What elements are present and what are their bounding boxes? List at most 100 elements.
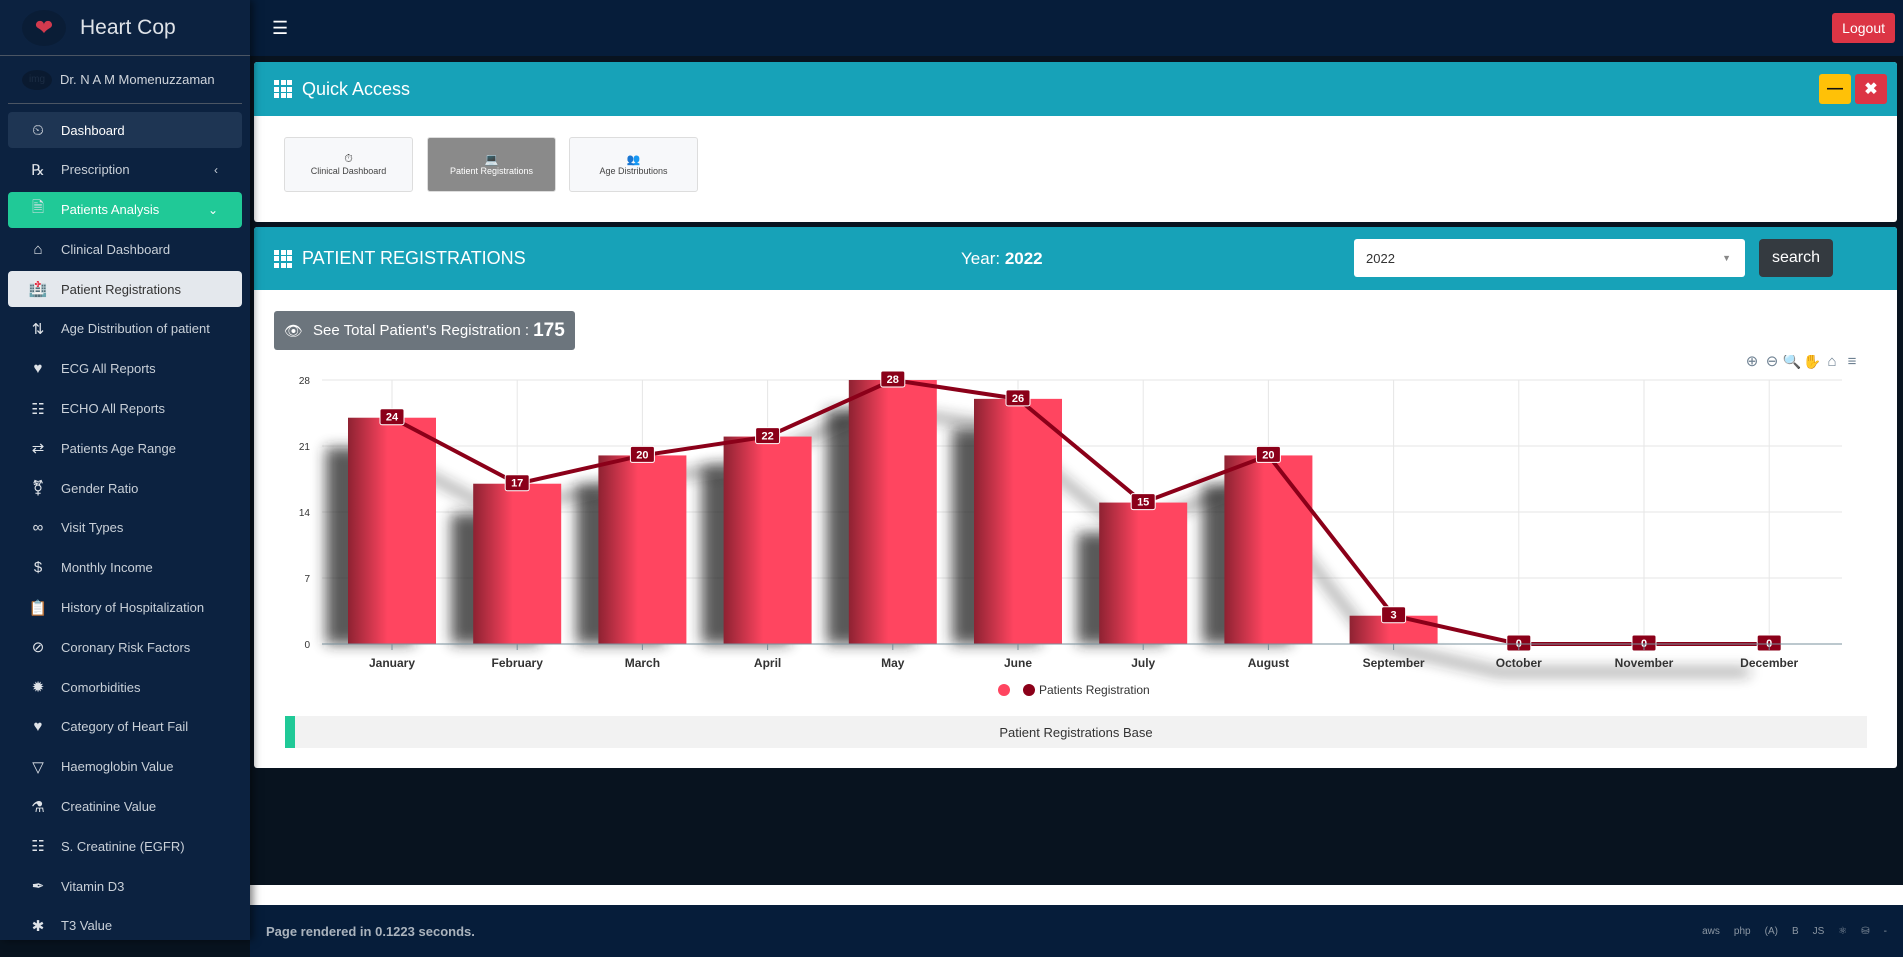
sidebar-item-s-creatinine-egfr[interactable]: ☷ S. Creatinine (EGFR): [8, 828, 242, 864]
sidebar-item-clinical-dashboard[interactable]: ⌂ Clinical Dashboard: [8, 231, 242, 267]
sidebar-item-label: Patient Registrations: [61, 281, 181, 297]
data-label-box: [1631, 634, 1657, 652]
quick-access-title: Quick Access: [302, 78, 411, 99]
sidebar: ❤ Heart Cop img Dr. N A M Momenuzzaman ⏲…: [0, 0, 250, 940]
y-tick-label: 0: [304, 640, 310, 651]
data-label: 26: [1012, 393, 1024, 405]
x-tick-label: December: [1740, 656, 1798, 670]
heartbeat-icon: ♥: [33, 718, 43, 736]
x-tick-label: November: [1615, 656, 1674, 670]
x-tick-label: February: [492, 656, 544, 670]
sidebar-item-label: Patients Analysis: [61, 202, 160, 218]
sidebar-item-label: ECG All Reports: [61, 361, 156, 377]
sidebar-item-label: Vitamin D3: [61, 878, 125, 894]
dash-text: -: [1883, 925, 1887, 937]
sidebar-item-label: Visit Types: [61, 520, 124, 536]
minimize-button[interactable]: —: [1819, 74, 1851, 104]
data-label-box: [880, 370, 906, 388]
pan-icon[interactable]: ✋: [1803, 355, 1822, 370]
total-label: See Total Patient's Registration :: [313, 322, 530, 339]
clipboard-icon: 📋: [28, 599, 48, 617]
laptop-icon: 💻: [484, 154, 499, 166]
zoom-in-icon[interactable]: ⊕: [1746, 355, 1759, 370]
menu-toggle-icon[interactable]: ☰: [272, 17, 289, 38]
content-bottom-strip: [250, 885, 1903, 905]
sidebar-item-monthly-income[interactable]: $ Monthly Income: [8, 550, 242, 586]
sidebar-item-vitamin-d3[interactable]: ✒ Vitamin D3: [8, 868, 242, 904]
heartbeat-icon: ♥: [33, 360, 43, 378]
sidebar-item-history-of-hospitalization[interactable]: 📋 History of Hospitalization: [8, 590, 242, 626]
sidebar-item-patients-analysis[interactable]: 🗎 Patients Analysis ⌄: [8, 191, 242, 228]
data-label: 22: [761, 431, 773, 443]
data-label: 24: [386, 412, 399, 424]
total-registration-button[interactable]: 👁 See Total Patient's Registration :175: [274, 311, 575, 350]
legend-marker-bar: [998, 684, 1010, 696]
data-label-box: [504, 474, 530, 492]
zoom-out-icon[interactable]: ⊖: [1766, 355, 1779, 370]
tile-patient-registrations[interactable]: 💻 Patient Registrations: [427, 137, 556, 192]
zoom-selection-icon[interactable]: 🔍: [1783, 355, 1802, 370]
sidebar-item-label: Clinical Dashboard: [61, 241, 171, 257]
tile-age-distributions[interactable]: 👥 Age Distributions: [569, 137, 698, 192]
sidebar-item-dashboard[interactable]: ⏲ Dashboard: [8, 112, 242, 148]
data-label: 3: [1391, 610, 1397, 622]
sidebar-item-haemoglobin-value[interactable]: ▽ Haemoglobin Value: [8, 749, 242, 785]
eye-icon: 👁: [284, 322, 304, 340]
database-icon: ⛁: [1861, 925, 1870, 937]
glasses-icon: ∞: [32, 519, 44, 537]
data-label-box: [1005, 389, 1031, 407]
menu-icon[interactable]: ≡: [1848, 355, 1857, 370]
sidebar-item-age-distribution-of-patient[interactable]: ⇅ Age Distribution of patient: [8, 311, 242, 347]
sidebar-item-patient-registrations[interactable]: 🏥 Patient Registrations: [8, 271, 242, 308]
virus-icon: ✹: [31, 679, 45, 697]
search-button[interactable]: search: [1759, 239, 1833, 277]
data-label-box: [629, 445, 655, 463]
dollar-icon: $: [33, 559, 43, 577]
brand[interactable]: ❤ Heart Cop: [0, 0, 250, 56]
tachometer-icon: ⏲: [32, 121, 44, 139]
sidebar-item-prescription[interactable]: ℞ Prescription ‹: [8, 152, 242, 188]
legend-marker-line: [1023, 684, 1035, 696]
legend-label: Patients Registration: [1039, 683, 1150, 697]
heart-logo: ❤: [22, 9, 66, 46]
x-tick-label: August: [1248, 656, 1289, 670]
year-display: Year: 2022: [961, 249, 1043, 269]
project-diagram-icon: ☷: [31, 400, 45, 418]
sidebar-item-echo-all-reports[interactable]: ☷ ECHO All Reports: [8, 391, 242, 427]
y-tick-label: 21: [299, 442, 311, 453]
quick-access-header: Quick Access — ✖: [254, 62, 1897, 116]
sidebar-item-creatinine-value[interactable]: ⚗ Creatinine Value: [8, 789, 242, 825]
sidebar-item-visit-types[interactable]: ∞ Visit Types: [8, 510, 242, 546]
flask-icon: ⚗: [31, 798, 45, 816]
tile-label: Patient Registrations: [449, 166, 534, 176]
footer: Page rendered in 0.1223 seconds. aws php (…: [250, 905, 1903, 957]
logout-button[interactable]: Logout: [1832, 13, 1895, 43]
x-tick-label: October: [1496, 656, 1542, 670]
data-label: 20: [636, 449, 648, 461]
user-panel[interactable]: img Dr. N A M Momenuzzaman: [8, 56, 242, 104]
tachometer-icon: ⏱: [344, 153, 353, 165]
y-tick-label: 28: [299, 376, 311, 387]
sidebar-item-comorbidities[interactable]: ✹ Comorbidities: [8, 669, 242, 705]
close-button[interactable]: ✖: [1855, 74, 1887, 104]
bar: [723, 436, 812, 644]
sidebar-item-patients-age-range[interactable]: ⇄ Patients Age Range: [8, 430, 242, 466]
sidebar-item-category-of-heart-fail[interactable]: ♥ Category of Heart Fail: [8, 709, 242, 745]
sidebar-item-label: Gender Ratio: [61, 480, 139, 496]
x-tick-label: May: [881, 656, 905, 670]
sidebar-item-t3-value[interactable]: ✱ T3 Value: [8, 908, 242, 944]
sidebar-item-gender-ratio[interactable]: ⚧ Gender Ratio: [8, 470, 242, 506]
reset-home-icon[interactable]: ⌂: [1827, 355, 1836, 370]
aws-icon: aws: [1702, 925, 1720, 937]
sidebar-item-coronary-risk-factors[interactable]: ⊘ Coronary Risk Factors: [8, 629, 242, 665]
tile-clinical-dashboard[interactable]: ⏱ Clinical Dashboard: [284, 137, 413, 192]
bar: [974, 398, 1062, 644]
sidebar-item-label: History of Hospitalization: [61, 600, 205, 616]
data-label: 15: [1137, 497, 1149, 509]
bar: [1099, 502, 1188, 644]
year-select-value: 2022: [1366, 250, 1395, 266]
data-label: 20: [1262, 449, 1274, 461]
sidebar-nav: ⏲ Dashboard ℞ Prescription ‹ 🗎 Patients Analys…: [0, 104, 250, 944]
sidebar-item-ecg-all-reports[interactable]: ♥ ECG All Reports: [8, 351, 242, 387]
year-select[interactable]: 2022 ▼: [1354, 239, 1745, 277]
